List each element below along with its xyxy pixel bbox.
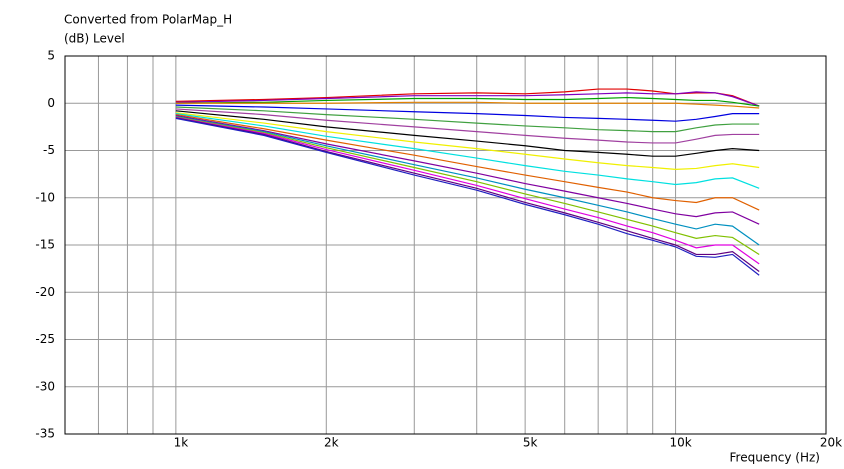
y-tick-label: -35 [35, 427, 55, 441]
x-axis-label: Frequency (Hz) [730, 451, 821, 465]
x-tick-label: 5k [523, 436, 538, 450]
chart-title: Converted from PolarMap_H [64, 13, 232, 27]
series-line [175, 91, 760, 107]
series-line [175, 113, 760, 189]
y-tick-label: -20 [35, 285, 55, 299]
series-line [175, 108, 760, 144]
y-tick-label: -10 [35, 190, 55, 204]
series-line [175, 101, 760, 109]
y-tick-label: -5 [43, 143, 55, 157]
y-tick-label: -30 [35, 379, 55, 393]
series-line [175, 112, 760, 171]
y-tick-label: 5 [47, 49, 55, 63]
series-line [175, 96, 760, 107]
plot-frame [64, 55, 827, 435]
y-tick-label: 0 [47, 96, 55, 110]
series-line [175, 116, 760, 265]
y-tick-label: -15 [35, 238, 55, 252]
series-line [175, 106, 760, 133]
series-line [175, 104, 760, 122]
series-line [175, 116, 760, 255]
series-line [175, 117, 760, 272]
series-line [175, 117, 760, 276]
x-tick-label: 1k [174, 436, 189, 450]
x-tick-label: 10k [669, 436, 691, 450]
series-line [175, 115, 760, 246]
series-line [175, 113, 760, 211]
y-tick-label: -25 [35, 332, 55, 346]
series-line [175, 114, 760, 225]
x-tick-label: 20k [820, 436, 842, 450]
y-axis-label: (dB) Level [64, 32, 125, 46]
x-tick-label: 2k [324, 436, 339, 450]
series-line [175, 110, 760, 157]
